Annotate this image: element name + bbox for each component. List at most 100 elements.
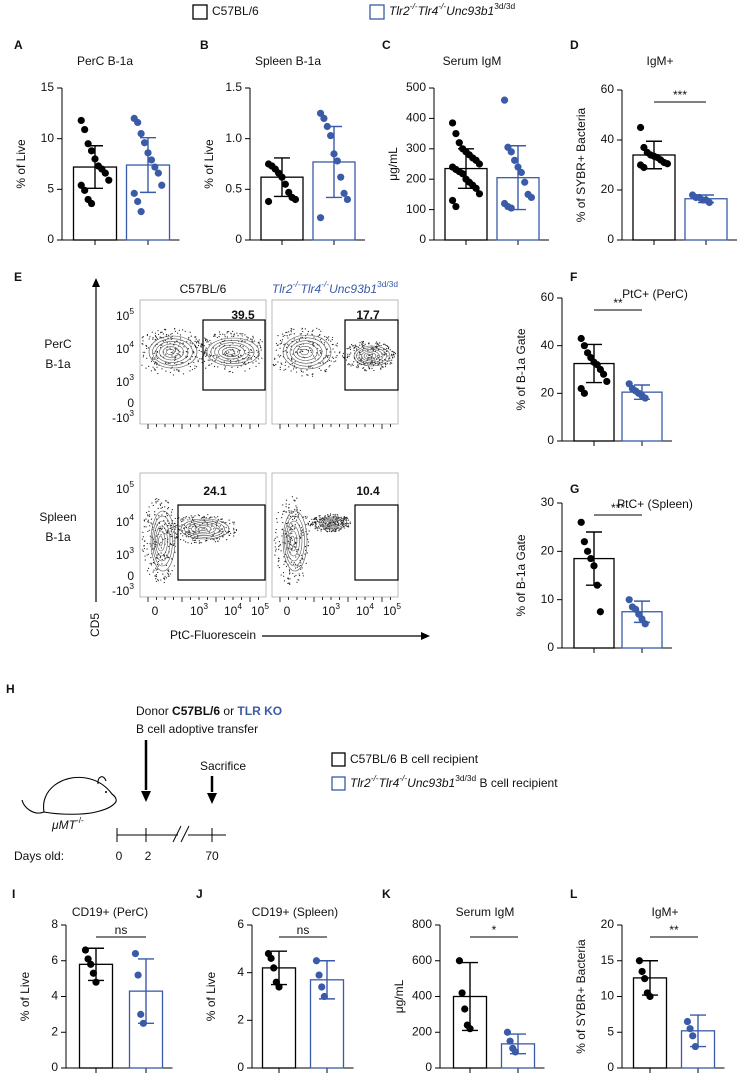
text-run: 10 — [116, 548, 130, 562]
data-point — [154, 169, 162, 177]
event-dot — [219, 333, 221, 335]
event-dot — [336, 355, 338, 357]
event-dot — [282, 513, 284, 515]
event-dot — [147, 553, 149, 555]
event-dot — [328, 366, 330, 368]
event-dot — [218, 336, 220, 338]
event-dot — [165, 353, 167, 355]
y-tick-label: 2 — [51, 1024, 58, 1038]
text-run: 10 — [116, 482, 130, 496]
data-point — [137, 1010, 145, 1018]
text-run: 10 — [383, 604, 397, 618]
event-dot — [300, 568, 302, 570]
event-dot — [349, 348, 352, 351]
event-dot — [305, 335, 307, 337]
event-dot — [156, 366, 158, 368]
event-dot — [377, 342, 379, 344]
event-dot — [238, 361, 240, 363]
event-dot — [164, 328, 166, 330]
event-dot — [294, 508, 296, 511]
event-dot — [170, 511, 173, 513]
event-dot — [291, 512, 293, 514]
event-dot — [166, 342, 168, 344]
event-dot — [312, 373, 314, 375]
data-point — [84, 955, 92, 963]
event-dot — [380, 367, 382, 369]
text-run: Donor — [136, 704, 172, 718]
text-run: 4 — [237, 601, 242, 611]
event-dot — [176, 536, 178, 538]
event-dot — [219, 525, 222, 527]
event-dot — [169, 527, 171, 530]
event-dot — [326, 530, 328, 532]
data-point — [455, 957, 464, 965]
event-dot — [349, 346, 351, 348]
event-dot — [161, 558, 163, 561]
event-dot — [168, 556, 170, 559]
event-dot — [143, 526, 145, 528]
gate — [344, 319, 399, 391]
significance-label: ** — [669, 923, 679, 937]
event-dot — [299, 537, 302, 539]
event-dot — [232, 527, 235, 529]
error-bar — [646, 140, 662, 170]
event-dot — [306, 369, 308, 371]
event-dot — [228, 519, 230, 521]
event-dot — [216, 523, 218, 525]
event-dot — [164, 523, 166, 526]
event-dot — [312, 521, 314, 523]
event-dot — [288, 569, 291, 571]
event-dot — [211, 525, 213, 527]
event-dot — [171, 558, 173, 560]
event-dot — [300, 564, 302, 567]
event-dot — [292, 563, 294, 565]
event-dot — [304, 549, 307, 552]
event-dot — [380, 368, 382, 370]
event-dot — [141, 549, 144, 551]
data-point — [151, 163, 159, 171]
event-dot — [246, 358, 248, 360]
event-dot — [293, 500, 296, 502]
days-label: Days old: — [14, 849, 64, 863]
event-dot — [294, 567, 297, 569]
data-point — [285, 188, 293, 196]
contour — [148, 335, 198, 369]
event-dot — [152, 358, 154, 360]
text-run: C57BL/6 — [172, 704, 220, 718]
data-point — [343, 195, 352, 204]
event-dot — [291, 328, 293, 330]
event-dot — [159, 528, 162, 530]
event-dot — [153, 569, 155, 571]
text-run: -/- — [293, 279, 301, 289]
event-dot — [154, 514, 156, 516]
y-tick-label: 300 — [406, 141, 426, 155]
event-dot — [230, 332, 232, 335]
text-run: 3 — [129, 372, 134, 382]
text-run: -/- — [321, 279, 329, 289]
panel-letter: G — [570, 482, 579, 496]
event-dot — [314, 521, 316, 524]
contour — [159, 343, 184, 361]
event-dot — [292, 368, 295, 370]
event-dot — [329, 513, 332, 515]
y-tick-label: 800 — [412, 917, 432, 931]
event-dot — [161, 506, 164, 508]
event-dot — [325, 371, 327, 373]
event-dot — [293, 562, 295, 564]
data-point — [641, 975, 649, 983]
event-dot — [218, 355, 220, 358]
event-dot — [178, 354, 180, 356]
event-dot — [302, 558, 304, 560]
event-dot — [362, 361, 364, 363]
event-dot — [234, 353, 236, 355]
event-dot — [313, 355, 315, 357]
event-dot — [289, 582, 291, 584]
event-dot — [189, 370, 191, 372]
event-dot — [232, 355, 234, 357]
y-tick-label: 200 — [406, 171, 426, 185]
event-dot — [233, 535, 235, 537]
error-bar — [138, 958, 154, 1025]
event-dot — [288, 510, 290, 512]
data-point — [77, 181, 85, 189]
event-dot — [282, 333, 284, 335]
